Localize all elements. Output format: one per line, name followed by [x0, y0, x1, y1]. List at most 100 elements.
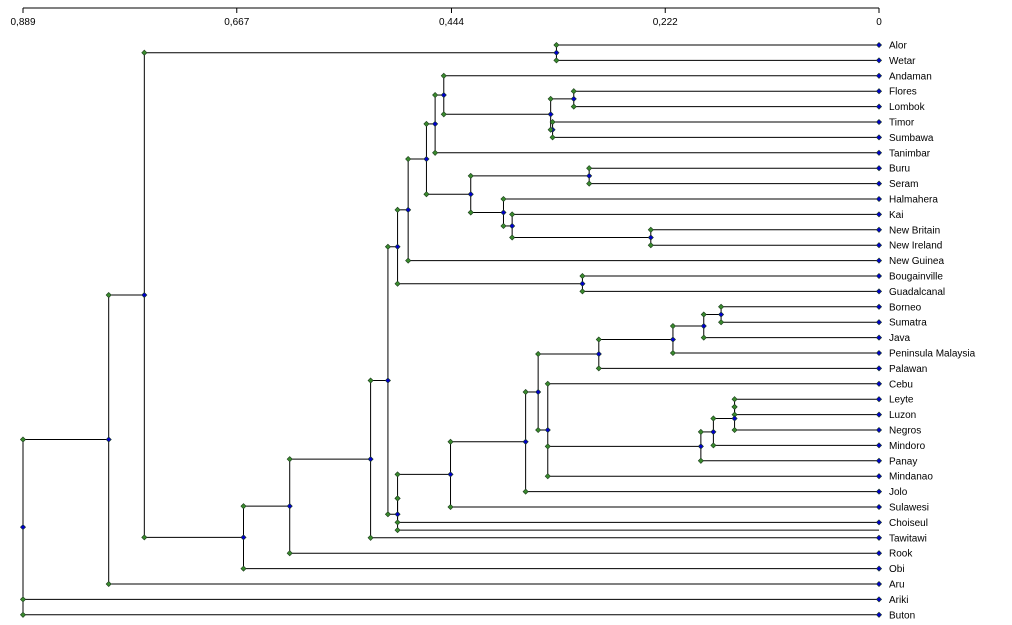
tree-nodes	[19, 41, 883, 618]
node-center-marker	[509, 222, 516, 229]
node-center-marker	[384, 377, 391, 384]
leaf-label: Ariki	[889, 595, 908, 606]
node-branch-marker	[669, 349, 676, 357]
leaf-label: Java	[889, 333, 911, 344]
node-center-marker	[700, 323, 707, 330]
leaf-label: Sulawesi	[889, 503, 929, 514]
node-center-marker	[697, 443, 704, 450]
leaf-marker	[875, 165, 883, 172]
leaf-label: Leyte	[889, 395, 914, 406]
node-branch-marker	[553, 41, 560, 49]
node-branch-marker	[710, 415, 717, 422]
node-center-marker	[535, 388, 542, 396]
leaf-marker	[875, 72, 883, 79]
node-branch-marker	[384, 243, 391, 250]
node-branch-marker	[544, 380, 551, 387]
node-branch-marker	[647, 226, 654, 233]
node-center-marker	[240, 534, 247, 541]
leaf-marker	[875, 41, 883, 49]
node-center-marker	[500, 209, 507, 216]
node-branch-marker	[535, 350, 542, 357]
node-branch-marker	[522, 388, 529, 396]
node-branch-marker	[500, 222, 507, 229]
node-branch-marker	[423, 120, 430, 127]
leaf-marker	[875, 519, 883, 526]
node-center-marker	[710, 428, 717, 435]
leaf-labels: Alor Wetar Andaman Flores Lombok Timor Sumbawa…	[889, 41, 976, 622]
node-center-marker	[405, 206, 412, 213]
node-branch-marker	[240, 565, 247, 572]
node-branch-marker	[394, 527, 401, 534]
leaf-marker	[875, 334, 883, 341]
node-branch-marker	[367, 534, 374, 541]
node-branch-marker	[440, 111, 447, 118]
node-branch-marker	[105, 292, 112, 299]
leaf-label: Mindanao	[889, 472, 933, 483]
leaf-label: Alor	[889, 41, 907, 52]
tree-links	[22, 44, 879, 616]
node-branch-marker	[570, 88, 577, 95]
leaf-marker	[875, 257, 883, 264]
node-branch-marker	[595, 336, 602, 343]
node-branch-marker	[579, 272, 586, 280]
node-center-marker	[141, 292, 148, 299]
axis-tick-label: 0,667	[224, 17, 249, 28]
node-center-marker	[286, 503, 293, 510]
node-branch-marker	[669, 323, 676, 330]
node-branch-marker	[697, 457, 704, 464]
node-branch-marker	[500, 195, 507, 203]
node-branch-marker	[647, 242, 654, 249]
leaf-marker	[875, 596, 883, 603]
node-center-marker	[579, 280, 586, 287]
leaf-label: Sumbawa	[889, 133, 934, 144]
node-branch-marker	[700, 311, 707, 318]
leaf-label: Sumatra	[889, 318, 927, 329]
node-branch-marker	[731, 426, 738, 434]
node-branch-marker	[710, 442, 717, 449]
node-branch-marker	[394, 495, 401, 502]
node-branch-marker	[467, 172, 474, 179]
leaf-marker	[875, 226, 883, 233]
leaf-marker	[875, 565, 883, 572]
leaf-marker	[875, 242, 883, 249]
leaf-marker	[875, 442, 883, 449]
leaf-label: Panay	[889, 456, 917, 467]
leaf-label: Tawitawi	[889, 533, 927, 544]
node-center-marker	[718, 311, 725, 318]
axis-tick-label: 0	[876, 17, 882, 28]
leaf-marker	[875, 180, 883, 187]
node-branch-marker	[509, 234, 516, 241]
node-branch-marker	[19, 596, 27, 603]
leaf-label: Palawan	[889, 364, 927, 375]
node-center-marker	[432, 120, 439, 127]
leaf-marker	[875, 396, 883, 403]
node-center-marker	[105, 436, 112, 443]
node-center-marker	[19, 524, 27, 531]
leaf-label: Peninsula Malaysia	[889, 349, 976, 360]
node-branch-marker	[467, 209, 474, 216]
leaf-label: Choiseul	[889, 518, 928, 529]
leaf-marker	[875, 288, 883, 295]
axis-tick-label: 0,444	[439, 17, 464, 28]
node-branch-marker	[586, 180, 593, 187]
node-branch-marker	[718, 319, 725, 326]
node-center-marker	[522, 438, 529, 445]
leaf-label: Buton	[889, 610, 915, 621]
node-center-marker	[731, 415, 738, 422]
node-branch-marker	[697, 428, 704, 435]
node-branch-marker	[570, 103, 577, 110]
leaf-label: New Britain	[889, 225, 940, 236]
leaf-label: Rook	[889, 549, 913, 560]
node-branch-marker	[547, 126, 554, 133]
leaf-marker	[875, 118, 883, 126]
leaf-label: Luzon	[889, 410, 916, 421]
node-branch-marker	[700, 334, 707, 341]
node-branch-marker	[394, 471, 401, 478]
node-branch-marker	[286, 550, 293, 557]
node-branch-marker	[549, 134, 556, 141]
leaf-marker	[875, 319, 883, 326]
node-branch-marker	[586, 165, 593, 172]
leaf-marker	[875, 103, 883, 110]
leaf-marker	[875, 611, 883, 618]
leaf-label: Flores	[889, 87, 917, 98]
